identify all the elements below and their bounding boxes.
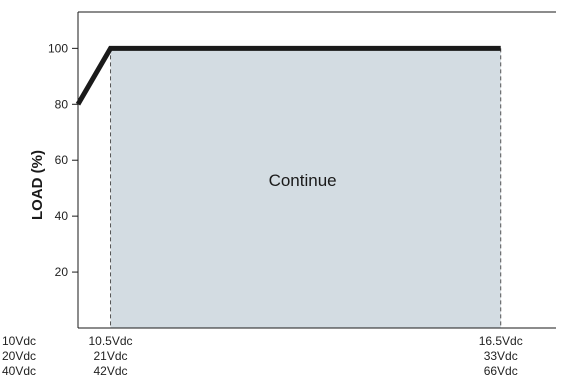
x-tick-label-1-2: 42Vdc	[94, 364, 128, 378]
y-tick-label-80: 80	[55, 97, 69, 111]
x-tick-label-2-1: 33Vdc	[484, 349, 518, 363]
load-curve-line	[75, 45, 501, 106]
x-tick-label-2-2: 66Vdc	[484, 364, 518, 378]
y-tick-label-20: 20	[55, 265, 69, 279]
y-tick-label-60: 60	[55, 153, 69, 167]
y-axis-label: LOAD (%)	[29, 150, 46, 220]
y-tick-label-100: 100	[48, 41, 68, 55]
continue-region-label: Continue	[269, 171, 337, 190]
x-tick-label-0-2: 40Vdc	[2, 364, 36, 378]
x-tick-label-1-0: 10.5Vdc	[88, 334, 132, 348]
x-tick-label-0-0: 10Vdc	[2, 334, 36, 348]
continue-region	[110, 48, 501, 329]
x-tick-label-1-1: 21Vdc	[94, 349, 128, 363]
x-tick-label-0-1: 20Vdc	[2, 349, 36, 363]
x-tick-label-2-0: 16.5Vdc	[479, 334, 523, 348]
y-tick-label-40: 40	[55, 209, 69, 223]
